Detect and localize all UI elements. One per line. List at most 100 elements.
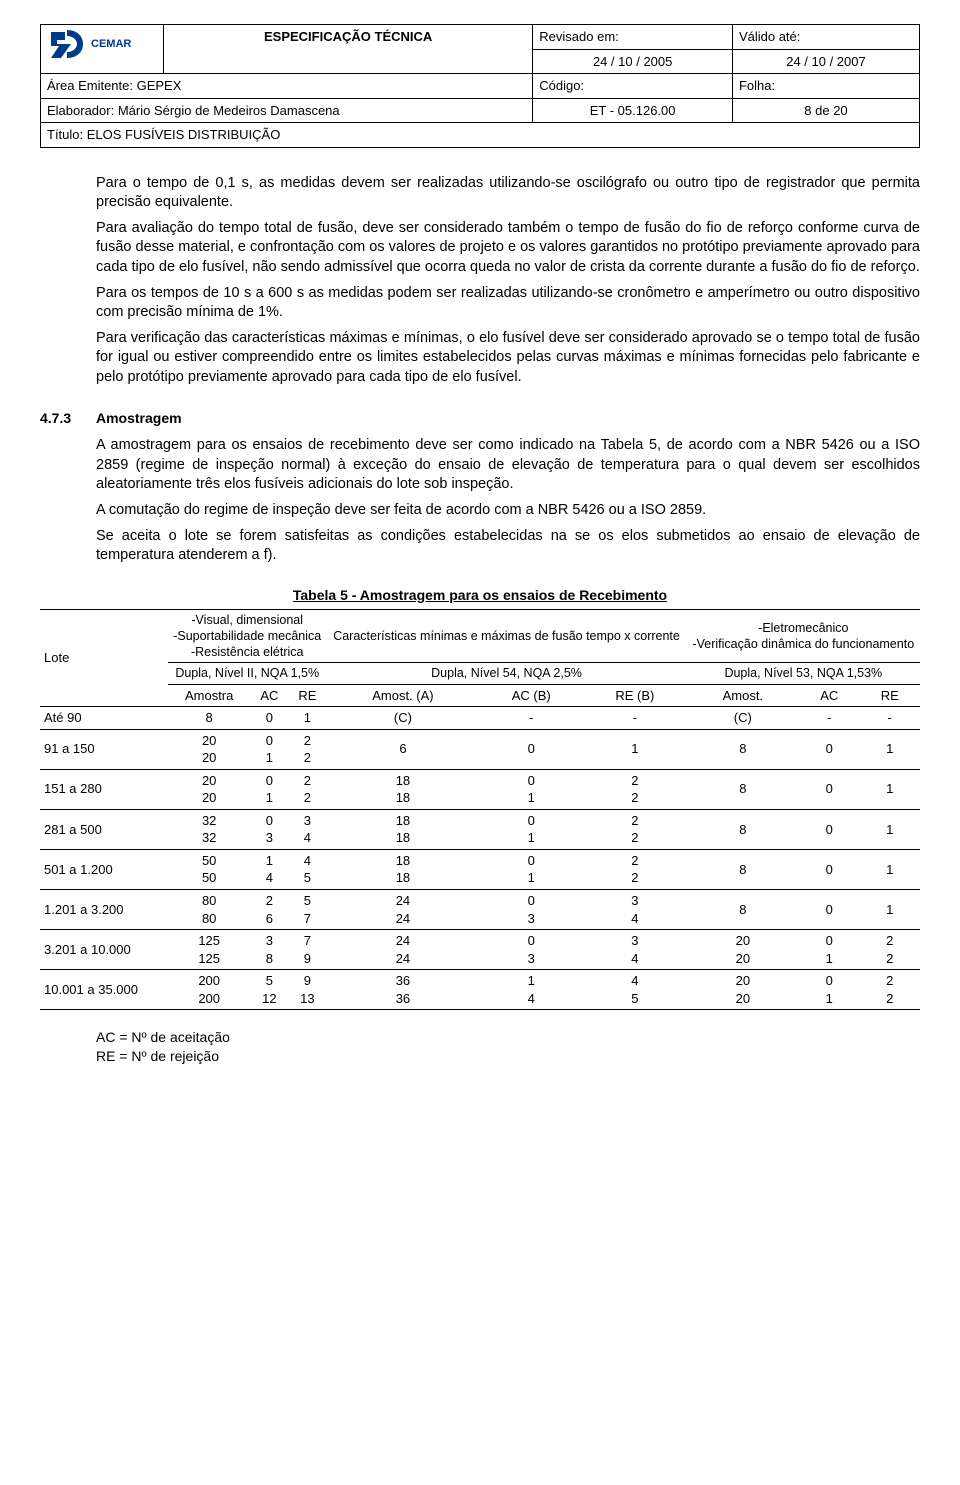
table-row: 281 a 5003232033418180122801 (40, 809, 920, 849)
table-row: 91 a 15020200122601801 (40, 729, 920, 769)
table-cell: 8 (687, 849, 799, 889)
table-cell: 0 (250, 707, 288, 730)
body-p3: Para os tempos de 10 s a 600 s as medida… (96, 284, 920, 323)
table-cell: 8 (168, 707, 250, 730)
table5-header-row3: Amostra AC RE Amost. (A) AC (B) RE (B) A… (40, 684, 920, 707)
body-p2: Para avaliação do tempo total de fusão, … (96, 219, 920, 278)
valido-value: 24 / 10 / 2007 (732, 49, 919, 74)
table-row: 151 a 2802020012218180122801 (40, 769, 920, 809)
codigo-label: Código: (533, 74, 733, 99)
table-cell: 01 (799, 970, 859, 1010)
table-cell: 0 (799, 849, 859, 889)
revisado-label: Revisado em: (533, 25, 733, 50)
g1-c1: Amostra (168, 684, 250, 707)
table-cell: 1818 (326, 849, 479, 889)
table-row: Até 90801(C)--(C)-- (40, 707, 920, 730)
table-cell: 0 (799, 729, 859, 769)
table5-caption: Tabela 5 - Amostragem para os ensaios de… (40, 586, 920, 605)
table-cell: 22 (583, 809, 687, 849)
note-ac: AC = Nº de aceitação (96, 1028, 920, 1047)
codigo-value: ET - 05.126.00 (533, 98, 733, 123)
table-cell: 22 (859, 970, 920, 1010)
section-body: A amostragem para os ensaios de recebime… (96, 436, 920, 565)
g3-c3: RE (859, 684, 920, 707)
table-cell: 38 (250, 930, 288, 970)
table-cell: 151 a 280 (40, 769, 168, 809)
table-cell: 5050 (168, 849, 250, 889)
table-cell: 2020 (687, 930, 799, 970)
folha-label: Folha: (732, 74, 919, 99)
table-cell: (C) (326, 707, 479, 730)
table-cell: 34 (288, 809, 326, 849)
table-cell: 1818 (326, 769, 479, 809)
table-cell: 2424 (326, 889, 479, 929)
body-text: Para o tempo de 0,1 s, as medidas devem … (96, 174, 920, 388)
section-p1: A amostragem para os ensaios de recebime… (96, 436, 920, 495)
table-cell: 1 (859, 809, 920, 849)
table-cell: 0 (799, 809, 859, 849)
table-cell: 1 (859, 889, 920, 929)
table-cell: 8080 (168, 889, 250, 929)
table-cell: 01 (799, 930, 859, 970)
section-p3: Se aceita o lote se forem satisfeitas as… (96, 527, 920, 566)
g2-c3: RE (B) (583, 684, 687, 707)
table-cell: 22 (288, 729, 326, 769)
table-cell: 22 (583, 769, 687, 809)
table5-header-row1: Lote -Visual, dimensional-Suportabilidad… (40, 609, 920, 663)
table-cell: 0 (479, 729, 583, 769)
table-cell: 01 (479, 769, 583, 809)
revisado-value: 24 / 10 / 2005 (533, 49, 733, 74)
table-cell: 01 (479, 849, 583, 889)
table-cell: (C) (687, 707, 799, 730)
table-cell: 125125 (168, 930, 250, 970)
table-cell: 14 (250, 849, 288, 889)
table-cell: 22 (583, 849, 687, 889)
g1-c2: AC (250, 684, 288, 707)
g3-c1: Amost. (687, 684, 799, 707)
table-cell: 14 (479, 970, 583, 1010)
table-cell: 03 (479, 930, 583, 970)
table-cell: 1 (288, 707, 326, 730)
section-title: Amostragem (96, 409, 182, 428)
table-cell: 79 (288, 930, 326, 970)
table-cell: - (583, 707, 687, 730)
lote-header: Lote (40, 609, 168, 707)
table-row: 10.001 a 35.0002002005129133636144520200… (40, 970, 920, 1010)
g2-c2: AC (B) (479, 684, 583, 707)
table-cell: 91 a 150 (40, 729, 168, 769)
section-number: 4.7.3 (40, 409, 96, 428)
table-cell: 01 (250, 769, 288, 809)
table-notes: AC = Nº de aceitação RE = Nº de rejeição (96, 1028, 920, 1066)
table-cell: 2020 (168, 769, 250, 809)
table-cell: - (479, 707, 583, 730)
note-re: RE = Nº de rejeição (96, 1047, 920, 1066)
table-cell: 1 (859, 769, 920, 809)
header-table: CEMAR ESPECIFICAÇÃO TÉCNICA Revisado em:… (40, 24, 920, 148)
table-cell: 1 (859, 729, 920, 769)
group1-lines: -Visual, dimensional-Suportabilidade mec… (168, 609, 326, 663)
folha-value: 8 de 20 (732, 98, 919, 123)
table-cell: 501 a 1.200 (40, 849, 168, 889)
logo-icon (47, 28, 87, 60)
table-cell: 34 (583, 889, 687, 929)
table-cell: - (859, 707, 920, 730)
group3-plan: Dupla, Nível 53, NQA 1,53% (687, 663, 920, 684)
table-cell: 03 (250, 809, 288, 849)
table-cell: 512 (250, 970, 288, 1010)
table-cell: 3.201 a 10.000 (40, 930, 168, 970)
logo-text: CEMAR (91, 37, 131, 52)
table-cell: 45 (583, 970, 687, 1010)
table-cell: 1818 (326, 809, 479, 849)
table-cell: 22 (859, 930, 920, 970)
table-cell: 200200 (168, 970, 250, 1010)
table-cell: Até 90 (40, 707, 168, 730)
table-cell: 01 (250, 729, 288, 769)
group2-lines: Características mínimas e máximas de fus… (326, 609, 686, 663)
elaborador: Elaborador: Mário Sérgio de Medeiros Dam… (41, 98, 533, 123)
titulo: Título: ELOS FUSÍVEIS DISTRIBUIÇÃO (41, 123, 920, 148)
table-cell: 8 (687, 889, 799, 929)
g1-c3: RE (288, 684, 326, 707)
table-cell: 03 (479, 889, 583, 929)
table-cell: 2424 (326, 930, 479, 970)
table-cell: 6 (326, 729, 479, 769)
